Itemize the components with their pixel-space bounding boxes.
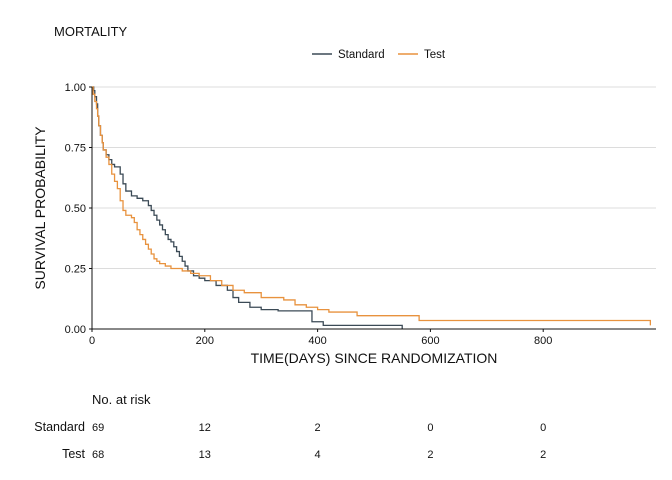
- x-ticks: 0 200 400 600 800: [89, 329, 552, 347]
- risk-count-test: 4: [315, 449, 321, 461]
- y-axis-label: SURVIVAL PROBABILITY: [32, 126, 48, 290]
- y-tick-label: 1.00: [65, 82, 86, 94]
- y-tick-label: 0.25: [65, 264, 86, 276]
- y-tick-label: 0.50: [65, 203, 86, 215]
- risk-table-title: No. at risk: [92, 392, 151, 407]
- gridlines: [92, 86, 656, 330]
- y-tick-label: 0.75: [65, 143, 86, 155]
- risk-count-standard: 0: [540, 422, 546, 434]
- risk-table: No. at risk Standard Test 69 12 2 0 0 68 13 4 2 2: [34, 392, 546, 461]
- risk-count-test: 13: [199, 449, 211, 461]
- risk-count-standard: 12: [199, 422, 211, 434]
- y-tick-label: 0.00: [65, 324, 86, 336]
- risk-count-standard: 0: [427, 422, 433, 434]
- risk-counts: 69 12 2 0 0 68 13 4 2 2: [92, 422, 546, 461]
- risk-count-standard: 69: [92, 422, 104, 434]
- legend-label-test: Test: [424, 49, 446, 61]
- risk-count-standard: 2: [315, 422, 321, 434]
- risk-row-label-standard: Standard: [34, 420, 85, 434]
- x-tick-label: 400: [308, 335, 326, 347]
- chart-title: MORTALITY: [54, 24, 128, 39]
- x-tick-label: 800: [534, 335, 552, 347]
- survival-curves: [92, 86, 652, 329]
- legend-label-standard: Standard: [338, 49, 385, 61]
- x-tick-label: 0: [89, 335, 95, 347]
- legend: Standard Test: [312, 49, 446, 61]
- risk-row-label-test: Test: [62, 447, 85, 461]
- risk-count-test: 2: [427, 449, 433, 461]
- x-tick-label: 200: [196, 335, 214, 347]
- risk-count-test: 2: [540, 449, 546, 461]
- x-tick-label: 600: [421, 335, 439, 347]
- series-line-test: [92, 86, 652, 326]
- x-axis-label: TIME(DAYS) SINCE RANDOMIZATION: [251, 350, 498, 366]
- y-ticks: 0.00 0.25 0.50 0.75 1.00: [65, 82, 92, 336]
- risk-count-test: 68: [92, 449, 104, 461]
